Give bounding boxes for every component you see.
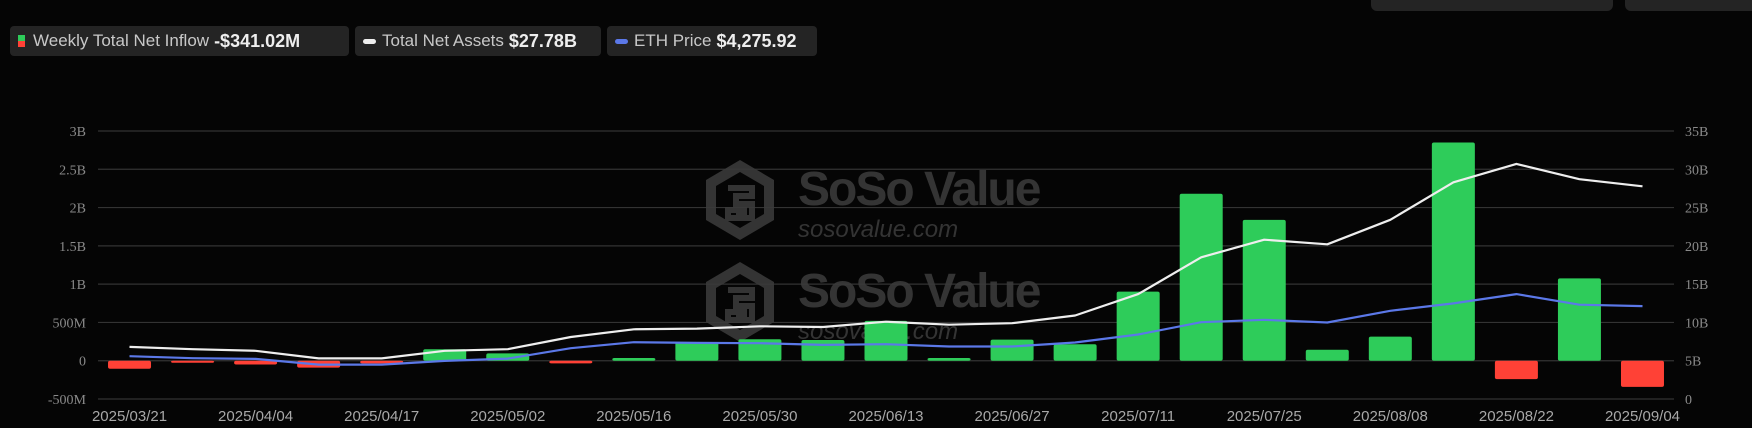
inflow-bar (234, 360, 278, 365)
sosovalue-logo-icon (706, 262, 774, 342)
right-axis-tick: 10B (1685, 316, 1708, 331)
inflow-bar (108, 360, 152, 369)
inflow-bar (1305, 349, 1349, 361)
left-axis-tick: 1B (70, 278, 86, 293)
inflow-bar (1179, 193, 1223, 361)
x-axis-tick: 2025/05/16 (596, 408, 671, 425)
inflow-bar (1431, 142, 1475, 361)
legend-value: $4,275.92 (716, 30, 797, 51)
inflow-bar (549, 360, 593, 364)
inflow-bar (990, 339, 1034, 361)
sosovalue-logo-icon (706, 160, 774, 240)
sosovalue-logo-mark (725, 185, 755, 221)
right-axis-tick: 25B (1685, 202, 1708, 217)
eth-price-line (129, 293, 1643, 366)
inflow-bar (1620, 360, 1664, 387)
x-axis-tick: 2025/07/11 (1101, 408, 1175, 425)
x-axis-tick: 2025/04/17 (344, 408, 419, 425)
x-axis-tick: 2025/09/04 (1605, 408, 1680, 425)
total-net-assets-swatch-icon (363, 38, 376, 44)
x-axis-tick: 2025/07/25 (1227, 408, 1302, 425)
x-axis-tick: 2025/08/08 (1353, 408, 1428, 425)
right-axis-tick: 5B (1685, 355, 1701, 370)
top-control-1[interactable] (1371, 0, 1613, 11)
legend-total-net-assets[interactable]: Total Net Assets $27.78B (355, 26, 601, 56)
left-axis-tick: -500M (48, 393, 87, 408)
right-axis-tick: 30B (1685, 163, 1708, 178)
legend-value: $27.78B (508, 30, 577, 51)
right-axis-tick: 15B (1685, 278, 1708, 293)
inflow-bar (675, 341, 719, 361)
right-axis-tick: 0 (1685, 393, 1692, 408)
legend-eth-price[interactable]: ETH Price $4,275.92 (607, 26, 817, 56)
watermark-brand: SoSo Value (798, 163, 1041, 216)
inflow-bar (1242, 219, 1286, 361)
legend-net-inflow[interactable]: Weekly Total Net Inflow -$341.02M (10, 26, 349, 56)
left-axis-tick: 500M (53, 316, 87, 331)
left-axis-tick: 2B (70, 202, 86, 217)
sosovalue-logo-mark (725, 287, 755, 323)
x-axis-tick: 2025/05/30 (722, 408, 797, 425)
inflow-bar (1557, 278, 1601, 361)
total-net-assets-line (129, 162, 1643, 360)
inflow-bar (1368, 336, 1412, 361)
x-axis-tick: 2025/05/02 (470, 408, 545, 425)
x-axis-tick: 2025/03/21 (92, 408, 167, 425)
legend-value: -$341.02M (214, 30, 301, 51)
top-control-2[interactable] (1625, 0, 1752, 11)
inflow-bar (1494, 360, 1538, 380)
legend-label: ETH Price (634, 31, 712, 50)
right-axis-tick: 35B (1685, 125, 1708, 140)
inflow-bar (612, 358, 656, 361)
inflow-bar (801, 339, 845, 361)
watermark-brand: SoSo Value (798, 265, 1041, 318)
x-axis-tick: 2025/06/27 (975, 408, 1050, 425)
inflow-bar (171, 360, 215, 363)
x-axis-tick: 2025/04/04 (218, 408, 293, 425)
x-axis-tick: 2025/06/13 (848, 408, 923, 425)
inflow-bar (360, 360, 404, 364)
inflow-bar (864, 320, 908, 361)
x-axis-tick: 2025/08/22 (1479, 408, 1554, 425)
inflow-bar (1116, 291, 1160, 361)
legend-label: Weekly Total Net Inflow (33, 31, 210, 50)
watermark-url: sosovalue.com (798, 216, 958, 243)
left-axis-tick: 0 (79, 355, 86, 370)
right-axis-tick: 20B (1685, 240, 1708, 255)
left-axis-tick: 2.5B (59, 163, 86, 178)
inflow-bar (927, 358, 971, 361)
left-axis-tick: 1.5B (59, 240, 86, 255)
eth-price-swatch-icon (615, 38, 628, 44)
inflow-bar (1053, 344, 1097, 361)
inflow-bar (738, 339, 782, 361)
left-axis-tick: 3B (70, 125, 86, 140)
net-inflow-swatch-icon (18, 35, 25, 47)
legend-label: Total Net Assets (382, 31, 504, 50)
